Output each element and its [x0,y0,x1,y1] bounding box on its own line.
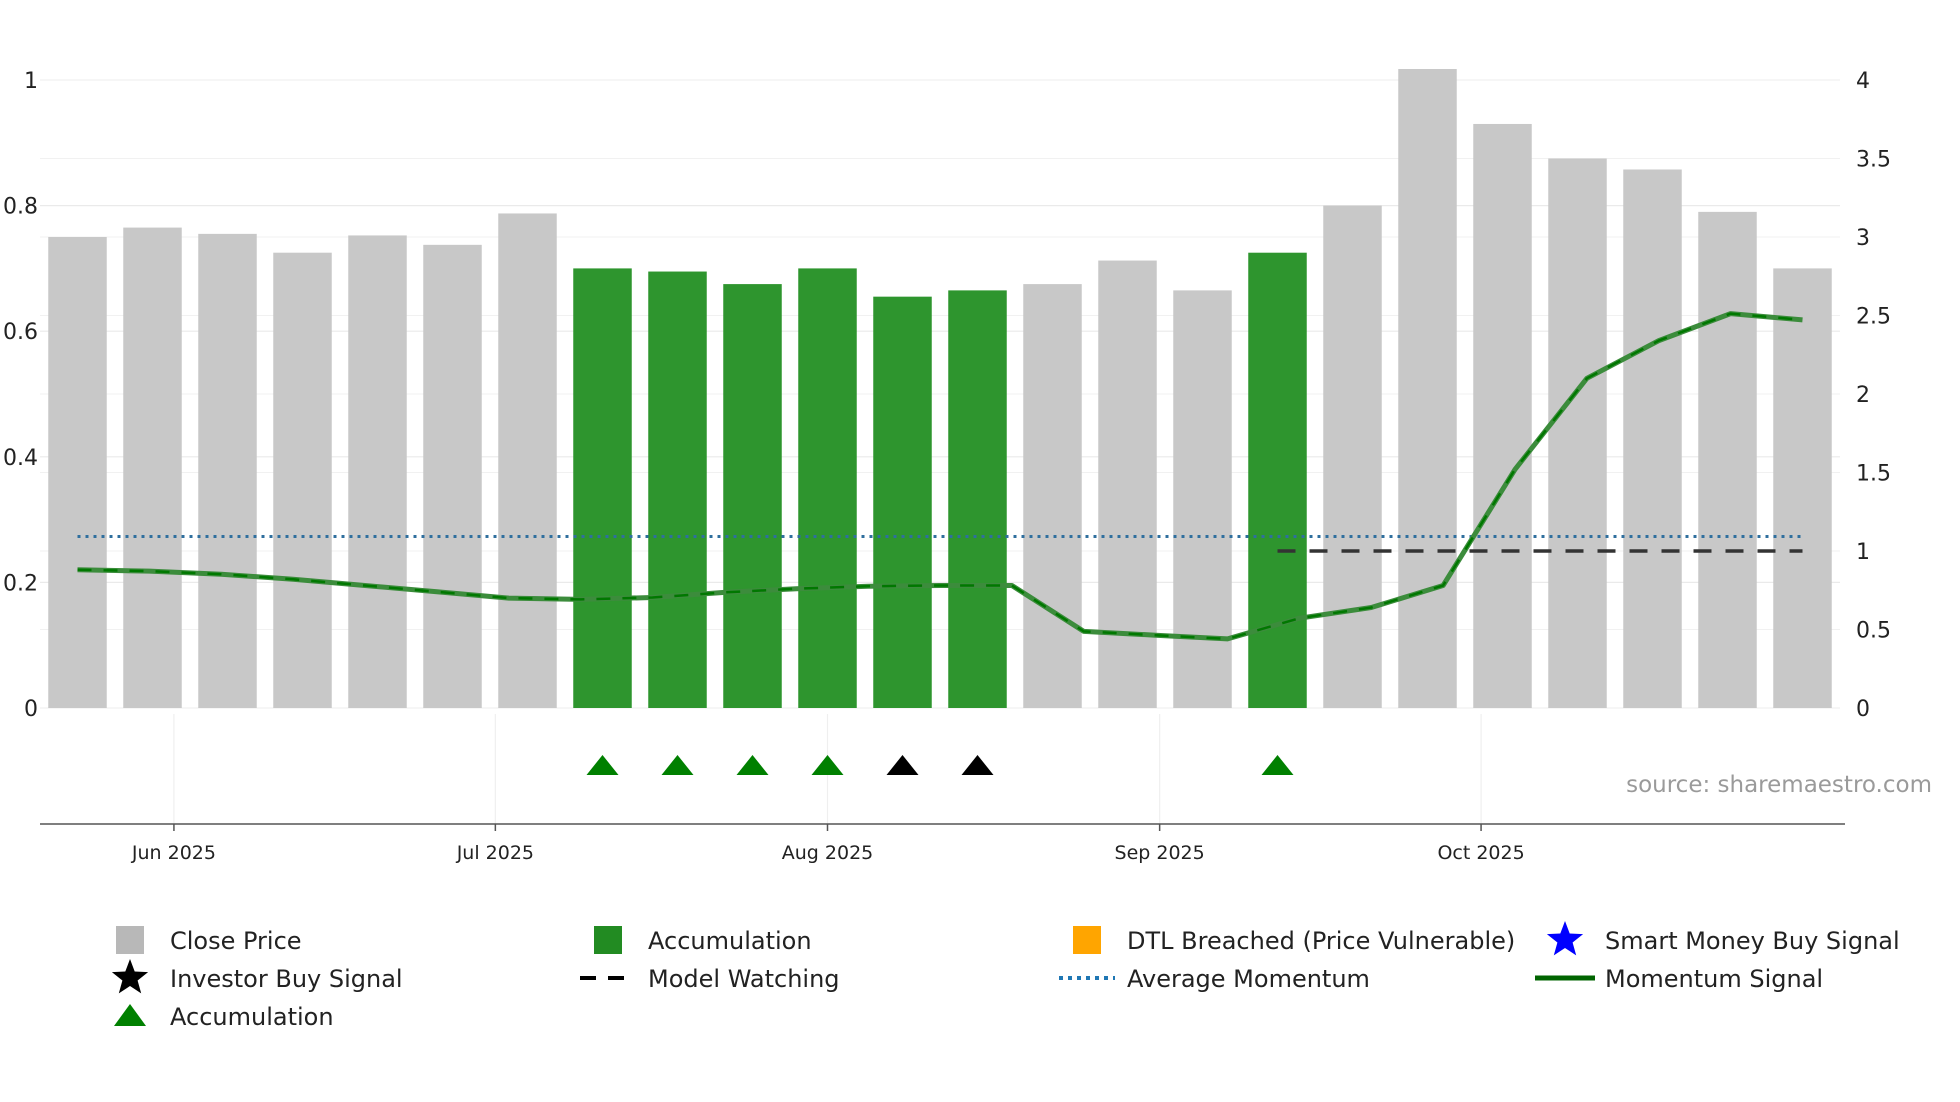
legend-star-3 [1546,921,1584,956]
x-tick-label: Sep 2025 [1115,842,1205,864]
right-tick-label: 3 [1856,226,1870,251]
left-tick-label: 0 [24,697,38,722]
bar-2025-10-03 [1473,123,1532,708]
accumulation-signal-marker [1261,755,1294,775]
bar-2025-07-11 [573,268,632,708]
bar-2025-08-22 [1023,284,1082,708]
left-tick-label: 0.2 [3,571,38,596]
accumulation-signal-marker [661,755,694,775]
bar-2025-06-20 [348,235,407,708]
accumulation-signal-marker [811,755,844,775]
bar-2025-06-06 [198,233,257,709]
left-axis-ticks: 0 0.2 0.4 0.6 0.8 1 [3,69,38,722]
x-axis: Jun 2025 Jul 2025 Aug 2025 Sep 2025 Oct 2025 [40,823,1845,864]
bar-2025-06-27 [423,244,482,708]
legend-label: Close Price [170,927,302,955]
bar-2025-05-23 [48,237,107,708]
bar-2025-07-18 [648,271,707,708]
investor-signal-marker [886,755,919,775]
right-tick-label: 1 [1856,540,1870,565]
bar-2025-08-08 [873,296,932,708]
legend-triangle-8 [114,1004,146,1026]
left-tick-label: 0.4 [3,446,38,471]
accumulation-signal-marker [586,755,619,775]
legend-square-2 [1073,926,1101,954]
bar-2025-05-30 [123,227,182,708]
bar-2025-09-19 [1323,205,1382,708]
legend: Close Price Accumulation DTL Breached (Pri… [111,921,1900,1031]
right-tick-label: 2 [1856,383,1870,408]
bar-2025-08-01 [798,268,857,708]
left-tick-label: 0.8 [3,195,38,220]
left-tick-label: 1 [24,69,38,94]
right-tick-label: 4 [1856,69,1870,94]
legend-label: Accumulation [648,927,812,955]
bar-2025-06-13 [273,252,332,708]
legend-star-4 [111,959,149,994]
legend-label: Investor Buy Signal [170,965,403,993]
gridlines [40,79,1840,709]
investor-signal-marker [961,755,994,775]
bar-2025-08-15 [948,290,1007,708]
bar-2025-10-17 [1623,169,1682,709]
legend-label: Accumulation [170,1003,334,1031]
signal-panel [173,714,1482,824]
x-tick-label: Aug 2025 [782,842,874,864]
bar-2025-09-05 [1173,290,1232,708]
right-tick-label: 3.5 [1856,148,1891,173]
right-tick-label: 0 [1856,697,1870,722]
legend-square-1 [594,926,622,954]
right-tick-label: 0.5 [1856,619,1891,644]
bar-2025-07-04 [498,213,557,708]
source-label: source: sharemaestro.com [1626,772,1932,798]
legend-square-0 [116,926,144,954]
bar-2025-08-29 [1098,260,1157,708]
right-tick-label: 1.5 [1856,462,1891,487]
signal-lines [77,311,1803,642]
legend-label: Smart Money Buy Signal [1605,927,1900,955]
x-tick-label: Jun 2025 [131,842,216,864]
momentum-signal-overlay [77,312,1803,641]
accumulation-signal-marker [736,755,769,775]
bar-2025-10-24 [1698,211,1757,708]
legend-label: Average Momentum [1127,965,1370,993]
x-tick-label: Oct 2025 [1437,842,1524,864]
left-tick-label: 0.6 [3,320,38,345]
bar-2025-09-26 [1398,69,1457,708]
right-tick-label: 2.5 [1856,305,1891,330]
bar-2025-10-10 [1548,158,1607,708]
legend-label: Momentum Signal [1605,965,1823,993]
price-bars [48,69,1832,709]
bar-2025-10-31 [1773,268,1832,708]
legend-label: DTL Breached (Price Vulnerable) [1127,927,1515,955]
x-tick-label: Jul 2025 [456,842,534,864]
right-axis-ticks: 0 0.5 1 1.5 2 2.5 3 3.5 4 [1856,69,1891,722]
bar-2025-09-12 [1248,252,1307,708]
momentum-signal-line [77,311,1803,642]
bar-2025-07-25 [723,284,782,708]
legend-label: Model Watching [648,965,840,993]
